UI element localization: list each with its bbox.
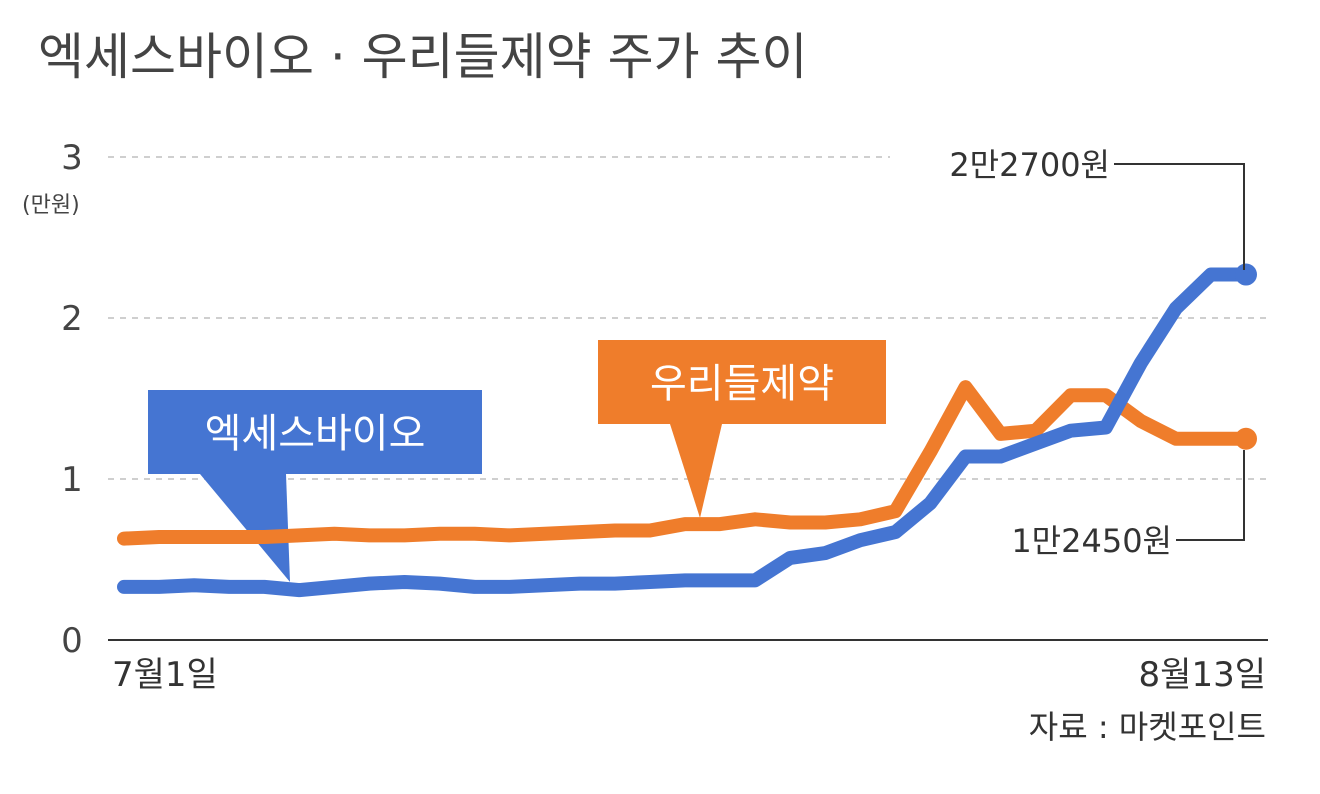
x-tick-end: 8월13일 — [1139, 655, 1266, 695]
y-unit-label: (만원) — [22, 193, 80, 218]
legend-box-accessbio: 엑세스바이오 — [148, 390, 482, 582]
callout-line-woorideul — [1176, 450, 1245, 541]
y-tick-label: 2 — [61, 299, 83, 339]
x-tick-start: 7월1일 — [112, 655, 218, 695]
series-line-accessbio — [117, 267, 1253, 598]
y-axis: 0 1 2 3 — [61, 138, 83, 661]
legend-accessbio: 엑세스바이오 — [205, 411, 426, 457]
legend-woorideul: 우리들제약 — [650, 361, 834, 407]
legend-box-woorideul: 우리들제약 — [598, 340, 886, 518]
y-tick-label: 0 — [61, 621, 83, 661]
callout-line-accessbio — [1114, 163, 1245, 270]
series — [117, 263, 1257, 598]
end-label-woorideul: 1만2450원 — [1011, 522, 1172, 560]
end-point-woorideul — [1235, 427, 1257, 450]
y-tick-label: 1 — [61, 460, 83, 500]
source-note: 자료 : 마켓포인트 — [1029, 708, 1266, 746]
chart-title: 엑세스바이오 · 우리들제약 주가 추이 — [38, 28, 807, 86]
end-point-accessbio — [1235, 263, 1257, 286]
series-line-woorideul — [117, 380, 1253, 546]
end-label-accessbio: 2만2700원 — [949, 146, 1110, 184]
y-tick-label: 3 — [61, 138, 83, 178]
